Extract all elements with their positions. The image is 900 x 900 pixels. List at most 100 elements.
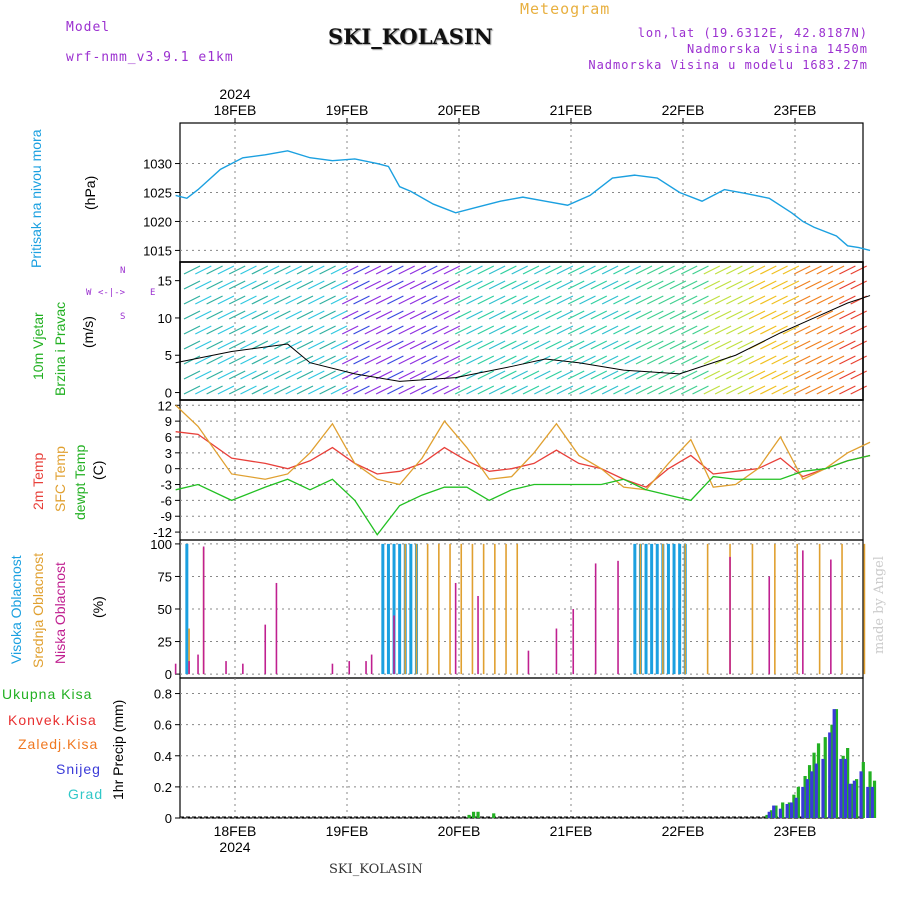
wind-barb xyxy=(240,385,257,395)
wind-barb xyxy=(737,325,754,335)
wind-barb xyxy=(771,280,788,290)
wind-barb xyxy=(635,385,653,395)
wind-barb xyxy=(647,295,664,305)
wind-barb xyxy=(375,265,393,275)
wind-barb xyxy=(522,295,540,305)
wind-barb xyxy=(601,280,619,290)
precip-bar-1 xyxy=(832,709,836,818)
wind-barb xyxy=(534,340,551,350)
wind-barb xyxy=(511,370,528,380)
wind-barb xyxy=(816,265,834,275)
wind-barb xyxy=(240,310,257,320)
wind-barb xyxy=(387,340,404,350)
wind-barb xyxy=(737,310,754,320)
wind-barb xyxy=(330,385,348,395)
wind-barb xyxy=(658,310,675,320)
wind-barb xyxy=(703,265,721,275)
wind-barb xyxy=(375,385,393,395)
wind-barb xyxy=(839,340,856,350)
wind-barb xyxy=(251,295,269,305)
wind-barb xyxy=(262,265,280,275)
wind-barb xyxy=(319,265,336,275)
wind-barb xyxy=(500,310,517,320)
wind-barb xyxy=(748,325,766,335)
wind-barb xyxy=(251,340,269,350)
wind-barb xyxy=(330,310,348,320)
wind-barb xyxy=(669,310,687,320)
wind-barb xyxy=(748,385,766,395)
wind-barb xyxy=(443,385,461,395)
wind-barb xyxy=(737,370,754,380)
wind-barb xyxy=(511,325,528,335)
wind-barb xyxy=(816,325,834,335)
wind-barb xyxy=(398,295,415,305)
wind-barb xyxy=(613,355,630,365)
wind-barb xyxy=(522,355,540,365)
top-date-label: 20FEB xyxy=(438,102,481,118)
wind-barb xyxy=(760,280,777,290)
wind-barb xyxy=(647,325,664,335)
wind-barb xyxy=(251,265,269,275)
wind-barb xyxy=(613,370,630,380)
precip-ytick-label: 0.8 xyxy=(154,687,172,702)
wind-barb xyxy=(183,340,201,350)
top-date-label: 21FEB xyxy=(550,102,593,118)
wind-barb xyxy=(308,370,325,380)
wind-barb xyxy=(217,370,235,380)
wind-barb xyxy=(579,280,596,290)
cloud-ytick-label: 0 xyxy=(165,667,172,682)
wind-barb xyxy=(816,295,834,305)
wind-barb xyxy=(760,340,777,350)
wind-barb xyxy=(274,265,291,275)
wind-barb xyxy=(432,280,449,290)
precip-bar-0 xyxy=(765,814,769,818)
wind-barb xyxy=(579,325,596,335)
wind-barb xyxy=(296,310,314,320)
wind-barb xyxy=(534,385,551,395)
wind-barb xyxy=(477,370,495,380)
wind-barb xyxy=(500,295,517,305)
wind-barb xyxy=(771,355,788,365)
wind-barb xyxy=(387,295,404,305)
wind-barb xyxy=(308,385,325,395)
wind-barb xyxy=(409,265,427,275)
wind-barb xyxy=(590,280,608,290)
wind-ytick-label: 5 xyxy=(165,348,172,363)
wind-barb xyxy=(454,340,472,350)
elevation-info: Nadmorska Visina 1450m xyxy=(687,42,868,56)
precip-bar-1 xyxy=(839,758,843,818)
wind-barb xyxy=(375,280,393,290)
wind-barb xyxy=(805,355,822,365)
wind-barb xyxy=(669,325,687,335)
wind-barb xyxy=(680,310,698,320)
precip-bar-1 xyxy=(814,763,818,818)
wind-barb xyxy=(387,385,404,395)
wind-barb xyxy=(601,385,619,395)
wind-barb xyxy=(341,355,359,365)
precip-bar-1 xyxy=(767,811,771,818)
wind-barb xyxy=(353,325,370,335)
wind-barb xyxy=(364,370,382,380)
wind-barb xyxy=(601,310,619,320)
wind-barb xyxy=(714,340,732,350)
wind-barb xyxy=(782,340,800,350)
wind-barb xyxy=(782,310,800,320)
wind-barb xyxy=(522,370,540,380)
wind-barb xyxy=(466,310,483,320)
wind-barb xyxy=(613,265,630,275)
precip-ytick-label: 0.4 xyxy=(154,749,172,764)
wind-barb xyxy=(522,265,540,275)
wind-barb xyxy=(703,310,721,320)
wind-barb xyxy=(308,310,325,320)
precip-bar-1 xyxy=(828,732,832,818)
wind-barb xyxy=(545,310,562,320)
wind-barb xyxy=(624,295,641,305)
wind-barb xyxy=(850,355,867,365)
wind-barb xyxy=(364,355,382,365)
wind-barb xyxy=(850,385,867,395)
wind-barb xyxy=(635,280,653,290)
wind-barb xyxy=(477,280,495,290)
wind-barb xyxy=(635,325,653,335)
wind-barb xyxy=(613,280,630,290)
precip-bar-0 xyxy=(476,811,480,818)
